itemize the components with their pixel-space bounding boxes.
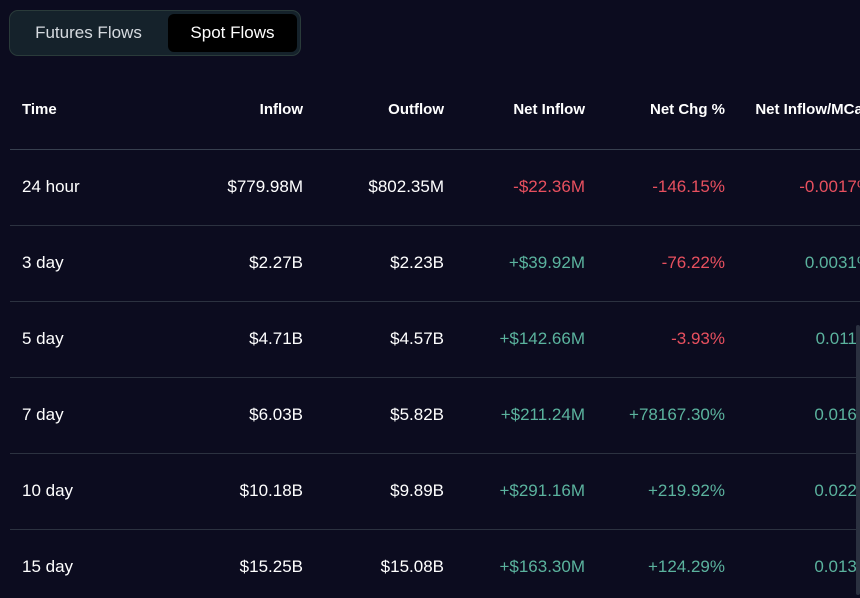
cell-net-inflow-mcap: 0.013% — [814, 557, 860, 576]
header-net-inflow-mcap: Net Inflow/MCap — [725, 71, 860, 150]
cell-time: 10 day — [22, 481, 74, 500]
table-row: 5 day $4.71B $4.57B +$142.66M -3.93% 0.0… — [10, 301, 860, 377]
cell-net-inflow: +$211.24M — [500, 405, 585, 424]
cell-net-inflow: +$142.66M — [499, 329, 585, 348]
cell-net-chg: -76.22% — [661, 253, 725, 272]
table-row: 15 day $15.25B $15.08B +$163.30M +124.29… — [10, 529, 860, 598]
cell-net-inflow-mcap: 0.022% — [814, 481, 860, 500]
flows-table: Time Inflow Outflow Net Inflow Net Chg %… — [10, 71, 860, 598]
cell-net-chg: -3.93% — [671, 329, 725, 348]
cell-inflow: $6.03B — [249, 405, 303, 424]
cell-net-inflow-mcap: -0.0017% — [799, 177, 860, 196]
table-row: 24 hour $779.98M $802.35M -$22.36M -146.… — [10, 149, 860, 225]
cell-net-inflow-mcap: 0.016% — [814, 405, 860, 424]
flow-type-tabs: Futures Flows Spot Flows — [9, 10, 301, 56]
cell-time: 5 day — [22, 329, 64, 348]
header-inflow: Inflow — [172, 71, 303, 150]
cell-net-inflow: -$22.36M — [513, 177, 585, 196]
cell-inflow: $10.18B — [239, 481, 303, 500]
table-row: 10 day $10.18B $9.89B +$291.16M +219.92%… — [10, 453, 860, 529]
cell-outflow: $2.23B — [390, 253, 444, 272]
table-scrollbar[interactable] — [856, 325, 860, 595]
header-net-inflow: Net Inflow — [444, 71, 585, 150]
cell-time: 7 day — [22, 405, 64, 424]
cell-outflow: $802.35M — [368, 177, 444, 196]
header-outflow: Outflow — [303, 71, 444, 150]
cell-outflow: $5.82B — [390, 405, 444, 424]
table-header-row: Time Inflow Outflow Net Inflow Net Chg %… — [10, 71, 860, 150]
cell-inflow: $15.25B — [239, 557, 303, 576]
tab-spot-flows[interactable]: Spot Flows — [167, 14, 297, 52]
cell-inflow: $779.98M — [227, 177, 303, 196]
cell-inflow: $2.27B — [249, 253, 303, 272]
cell-net-inflow: +$291.16M — [499, 481, 585, 500]
flows-table-container: Time Inflow Outflow Net Inflow Net Chg %… — [10, 71, 860, 598]
cell-inflow: $4.71B — [249, 329, 303, 348]
cell-net-inflow-mcap: 0.011% — [815, 329, 860, 348]
cell-outflow: $9.89B — [390, 481, 444, 500]
header-net-chg: Net Chg % — [585, 71, 725, 150]
cell-net-chg: -146.15% — [652, 177, 725, 196]
cell-net-chg: +219.92% — [647, 481, 725, 500]
cell-net-chg: +124.29% — [647, 557, 725, 576]
tab-futures-flows[interactable]: Futures Flows — [35, 23, 142, 42]
cell-outflow: $4.57B — [390, 329, 444, 348]
cell-net-inflow-mcap: 0.0031% — [804, 253, 860, 272]
cell-time: 24 hour — [22, 177, 80, 196]
cell-net-inflow: +$163.30M — [499, 557, 585, 576]
cell-time: 3 day — [22, 253, 64, 272]
cell-time: 15 day — [22, 557, 74, 576]
header-time: Time — [10, 71, 172, 150]
cell-net-inflow: +$39.92M — [508, 253, 585, 272]
cell-outflow: $15.08B — [380, 557, 444, 576]
table-row: 3 day $2.27B $2.23B +$39.92M -76.22% 0.0… — [10, 225, 860, 301]
table-row: 7 day $6.03B $5.82B +$211.24M +78167.30%… — [10, 377, 860, 453]
cell-net-chg: +78167.30% — [629, 405, 725, 424]
